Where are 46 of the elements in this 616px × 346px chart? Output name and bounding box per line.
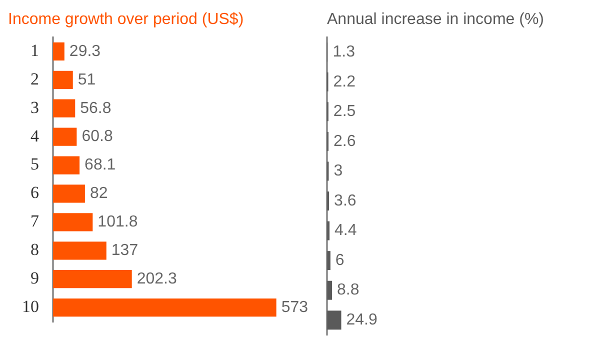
data-label: 2.6 — [333, 132, 356, 150]
data-label: 2.5 — [333, 103, 356, 120]
y-tick-label: 10 — [22, 297, 39, 316]
chart-title: Income growth over period (US$) — [8, 11, 244, 28]
data-label: 101.8 — [98, 214, 138, 231]
bar — [53, 184, 85, 203]
y-tick-label: 1 — [30, 40, 39, 60]
y-tick-label: 6 — [30, 183, 39, 202]
y-tick-label: 8 — [30, 240, 39, 260]
y-tick-label: 9 — [30, 268, 39, 288]
data-label: 6 — [335, 252, 344, 269]
bar — [53, 42, 64, 60]
bar — [53, 242, 106, 260]
data-label: 29.3 — [69, 42, 101, 60]
data-label: 24.9 — [346, 312, 378, 329]
data-label: 51 — [78, 71, 96, 88]
data-label: 4.4 — [334, 222, 357, 240]
bar — [53, 156, 80, 174]
data-label: 68.1 — [84, 156, 116, 174]
data-label: 1.3 — [332, 43, 356, 60]
data-label: 60.8 — [82, 128, 113, 146]
bar — [327, 280, 332, 300]
data-label: 2.2 — [333, 73, 356, 90]
y-tick-label: 3 — [30, 98, 39, 117]
y-tick-label: 2 — [30, 69, 39, 88]
data-label: 3 — [334, 162, 343, 180]
data-label: 137 — [111, 242, 138, 260]
bar — [53, 298, 276, 317]
y-tick-label: 7 — [30, 212, 40, 231]
data-label: 8.8 — [337, 282, 360, 299]
data-label: 82 — [90, 185, 108, 202]
data-label: 202.3 — [136, 270, 177, 288]
text: Annual increase in income (%) — [327, 11, 544, 28]
y-tick-label: 4 — [30, 126, 40, 146]
bar — [327, 251, 330, 270]
y-tick-label: 5 — [30, 154, 39, 174]
bar — [327, 310, 342, 330]
data-label: 56.8 — [80, 100, 112, 117]
bar — [53, 270, 132, 288]
data-label: 573 — [281, 298, 308, 316]
bar — [327, 221, 330, 240]
bar — [53, 213, 93, 232]
bar — [53, 70, 73, 89]
bar — [53, 99, 76, 118]
bar — [53, 128, 77, 146]
data-label: 3.6 — [334, 192, 356, 210]
